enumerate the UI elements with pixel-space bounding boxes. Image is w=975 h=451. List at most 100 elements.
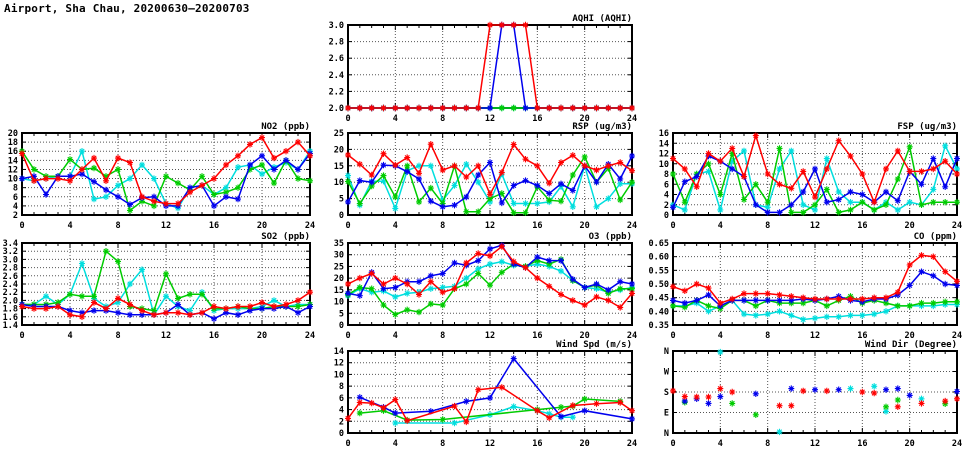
series-line [22, 249, 311, 312]
data-point-marker [392, 193, 399, 201]
data-point-marker [404, 154, 411, 161]
data-point-marker [776, 291, 783, 299]
data-point-marker [392, 293, 399, 301]
x-tick-label: 20 [580, 114, 590, 124]
data-point-marker [345, 178, 351, 185]
data-point-marker [475, 208, 482, 215]
y-tick-label: 8 [664, 170, 669, 180]
data-point-marker [247, 303, 253, 310]
data-point-marker [139, 266, 145, 273]
data-point-marker [427, 408, 434, 415]
data-point-marker [404, 290, 411, 297]
data-point-marker [345, 151, 351, 159]
y-tick-label: 16 [659, 129, 669, 139]
data-point-marker [475, 162, 482, 169]
data-point-marker [835, 137, 842, 144]
data-point-marker [392, 419, 399, 427]
y-tick-label: 2.6 [329, 54, 344, 64]
data-point-marker [463, 398, 470, 405]
y-tick-label: 10 [659, 160, 669, 170]
data-point-marker [546, 283, 553, 290]
data-point-marker [681, 198, 688, 206]
gridlines [348, 351, 632, 433]
x-tick-label: 8 [440, 439, 445, 449]
data-point-marker [823, 186, 830, 193]
data-point-marker [534, 200, 541, 207]
x-tick-label: 8 [440, 221, 445, 231]
data-point-marker [752, 181, 759, 188]
x-tick-label: 8 [765, 331, 770, 341]
y-tick-label: 10 [334, 298, 344, 308]
data-point-marker [894, 175, 901, 183]
data-point-marker [617, 104, 624, 112]
y-tick-label: 20 [334, 145, 344, 155]
data-point-marker [930, 198, 937, 206]
data-point-marker [859, 388, 866, 396]
data-point-marker [800, 294, 807, 301]
y-tick-label: 10 [334, 178, 344, 188]
data-point-marker [569, 413, 576, 421]
data-point-marker [670, 204, 676, 211]
data-point-marker [812, 295, 818, 303]
data-point-marker [392, 104, 399, 112]
data-point-marker [593, 285, 600, 292]
data-point-marker [356, 200, 363, 207]
data-point-marker [79, 166, 85, 173]
data-point-marker [31, 305, 37, 312]
y-tick-label: 12 [8, 165, 18, 175]
data-point-marker [906, 198, 913, 206]
data-point-marker [487, 252, 493, 260]
data-point-marker [788, 201, 795, 209]
series-line [347, 386, 633, 424]
gridlines [348, 25, 632, 108]
data-point-marker [247, 141, 253, 148]
data-point-marker [605, 297, 612, 304]
x-tick-label: 4 [718, 331, 723, 341]
y-tick-label: 14 [8, 156, 18, 166]
data-point-marker [283, 301, 289, 308]
y-tick-label: N [664, 347, 669, 357]
data-point-marker [223, 193, 229, 201]
data-point-marker [800, 316, 807, 323]
data-point-marker [91, 164, 97, 172]
data-point-marker [752, 390, 759, 397]
data-point-marker [717, 385, 724, 392]
x-tick-label: 20 [580, 221, 590, 231]
x-tick-label: 8 [440, 331, 445, 341]
data-point-marker [617, 175, 624, 183]
x-tick-label: 4 [393, 114, 398, 124]
data-point-marker [439, 104, 446, 112]
data-point-marker [617, 196, 624, 204]
y-tick-label: 2.0 [3, 296, 18, 306]
x-tick-label: 12 [810, 439, 820, 449]
chart-canvas-rsp: 25 20 15 10 5 00 4 8 12 16 20 24 RSP (ug/m3) [334, 122, 637, 231]
data-point-marker [67, 311, 73, 319]
data-point-marker [522, 200, 529, 207]
y-tick-label: 20 [334, 274, 344, 284]
data-point-marker [427, 285, 434, 292]
data-point-marker [823, 313, 830, 321]
y-tick-label: 14 [334, 347, 344, 357]
data-point-marker [199, 182, 205, 189]
y-tick-label: 2 [664, 201, 669, 211]
x-tick-label: 20 [257, 331, 267, 341]
x-tick-label: 12 [161, 331, 171, 341]
data-point-marker [776, 165, 783, 173]
y-tick-label: 25 [334, 262, 344, 272]
data-point-marker [693, 173, 700, 180]
data-point-marker [487, 394, 493, 402]
data-point-marker [103, 305, 109, 312]
data-point-marker [776, 209, 783, 216]
data-point-marker [835, 196, 842, 203]
data-point-marker [380, 172, 387, 179]
data-point-marker [558, 413, 564, 420]
data-point-marker [510, 104, 517, 112]
plot-border [21, 242, 311, 326]
data-point-marker [475, 257, 482, 264]
data-point-marker [617, 399, 624, 406]
data-point-marker [175, 179, 181, 187]
x-tick-label: 8 [115, 331, 120, 341]
data-point-marker [416, 278, 422, 285]
data-point-marker [295, 166, 301, 173]
